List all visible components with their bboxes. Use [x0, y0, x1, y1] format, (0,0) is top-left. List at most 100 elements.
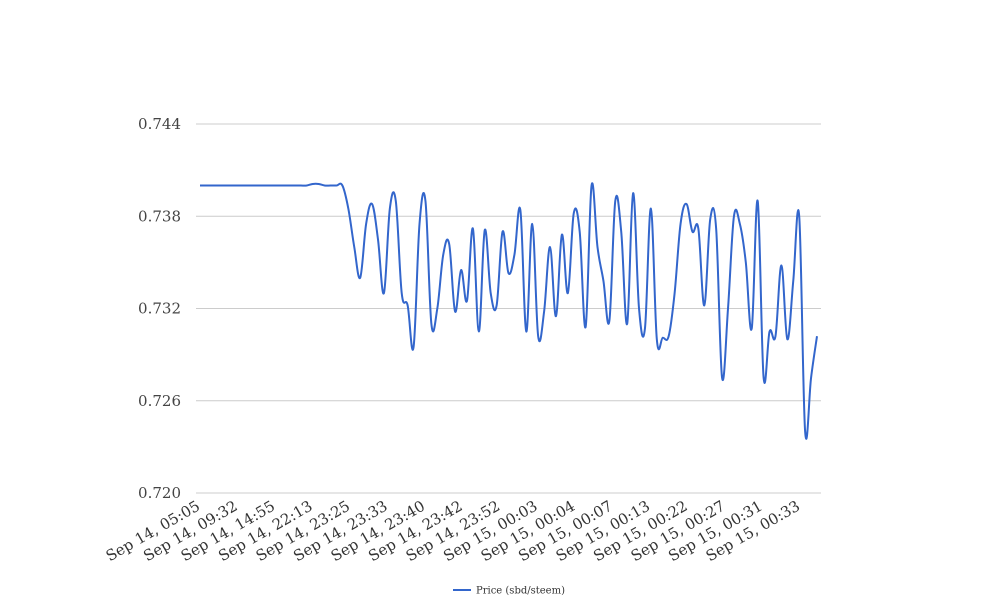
- data-point: [607, 319, 611, 323]
- data-point: [412, 345, 416, 349]
- data-point: [714, 227, 718, 231]
- data-point: [257, 184, 261, 188]
- data-point: [524, 330, 528, 334]
- legend: Price (sbd/steem): [453, 586, 565, 597]
- data-point: [744, 260, 748, 264]
- data-point: [578, 230, 582, 234]
- data-point: [720, 376, 724, 380]
- data-point: [542, 310, 546, 314]
- data-point: [791, 279, 795, 283]
- data-point: [530, 222, 534, 226]
- data-point: [352, 245, 356, 249]
- data-point: [797, 214, 801, 218]
- data-point: [453, 310, 457, 314]
- data-point: [756, 199, 760, 203]
- data-point: [364, 222, 368, 226]
- data-point: [323, 184, 327, 188]
- data-point: [483, 228, 487, 232]
- data-point: [429, 322, 433, 326]
- data-point: [394, 199, 398, 203]
- data-point: [779, 263, 783, 267]
- data-point: [643, 326, 647, 330]
- data-point: [548, 245, 552, 249]
- data-point: [495, 303, 499, 307]
- data-point: [240, 184, 244, 188]
- data-point: [251, 184, 255, 188]
- y-tick-label: 0.726: [138, 392, 181, 410]
- data-point: [204, 184, 208, 188]
- data-point: [768, 330, 772, 334]
- data-point: [281, 184, 285, 188]
- data-point: [305, 184, 309, 188]
- data-point: [216, 184, 220, 188]
- data-point: [329, 184, 333, 188]
- data-point: [708, 217, 712, 221]
- data-point: [637, 307, 641, 311]
- data-point: [613, 199, 617, 203]
- data-point: [293, 184, 297, 188]
- data-point: [554, 314, 558, 318]
- data-point: [762, 376, 766, 380]
- data-point: [311, 182, 315, 186]
- data-point: [560, 233, 564, 237]
- data-point: [222, 184, 226, 188]
- data-point: [489, 291, 493, 295]
- y-axis-ticks: 0.720 0.726 0.732 0.738 0.744: [138, 115, 181, 502]
- data-point: [358, 276, 362, 280]
- data-point: [803, 430, 807, 434]
- data-point: [382, 291, 386, 295]
- data-point: [619, 230, 623, 234]
- data-point: [601, 279, 605, 283]
- data-point: [198, 184, 202, 188]
- data-point: [732, 214, 736, 218]
- data-point: [346, 207, 350, 211]
- data-point: [661, 336, 665, 340]
- data-point: [435, 307, 439, 311]
- data-point: [299, 184, 303, 188]
- series-line-price: [199, 182, 818, 440]
- data-point: [773, 334, 777, 338]
- data-point: [512, 253, 516, 257]
- data-point: [228, 184, 232, 188]
- data-point: [696, 227, 700, 231]
- data-point: [750, 326, 754, 330]
- data-point: [815, 334, 819, 338]
- y-tick-label: 0.738: [138, 207, 181, 225]
- data-point: [690, 230, 694, 234]
- data-point: [518, 208, 522, 212]
- gridlines: [196, 123, 821, 494]
- data-point: [471, 227, 475, 231]
- data-point: [667, 334, 671, 338]
- data-point: [370, 202, 374, 206]
- series-layer: [198, 182, 819, 440]
- data-point: [785, 337, 789, 341]
- data-point: [210, 184, 214, 188]
- data-point: [447, 242, 451, 246]
- data-point: [334, 184, 338, 188]
- data-point: [275, 184, 279, 188]
- data-point: [649, 207, 653, 211]
- data-point: [673, 291, 677, 295]
- data-point: [655, 337, 659, 341]
- data-point: [536, 334, 540, 338]
- data-point: [465, 299, 469, 303]
- data-point: [418, 222, 422, 226]
- data-point: [684, 202, 688, 206]
- data-point: [400, 291, 404, 295]
- data-point: [269, 184, 273, 188]
- legend-label-price: Price (sbd/steem): [476, 586, 565, 597]
- data-point: [625, 322, 629, 326]
- data-point: [584, 325, 588, 329]
- data-point: [477, 330, 481, 334]
- y-tick-label: 0.732: [138, 300, 181, 318]
- data-point: [738, 222, 742, 226]
- data-point: [441, 253, 445, 257]
- data-point: [317, 182, 321, 186]
- data-point: [726, 307, 730, 311]
- data-point: [590, 184, 594, 188]
- data-point: [702, 303, 706, 307]
- y-tick-label: 0.720: [138, 484, 181, 502]
- data-point: [388, 207, 392, 211]
